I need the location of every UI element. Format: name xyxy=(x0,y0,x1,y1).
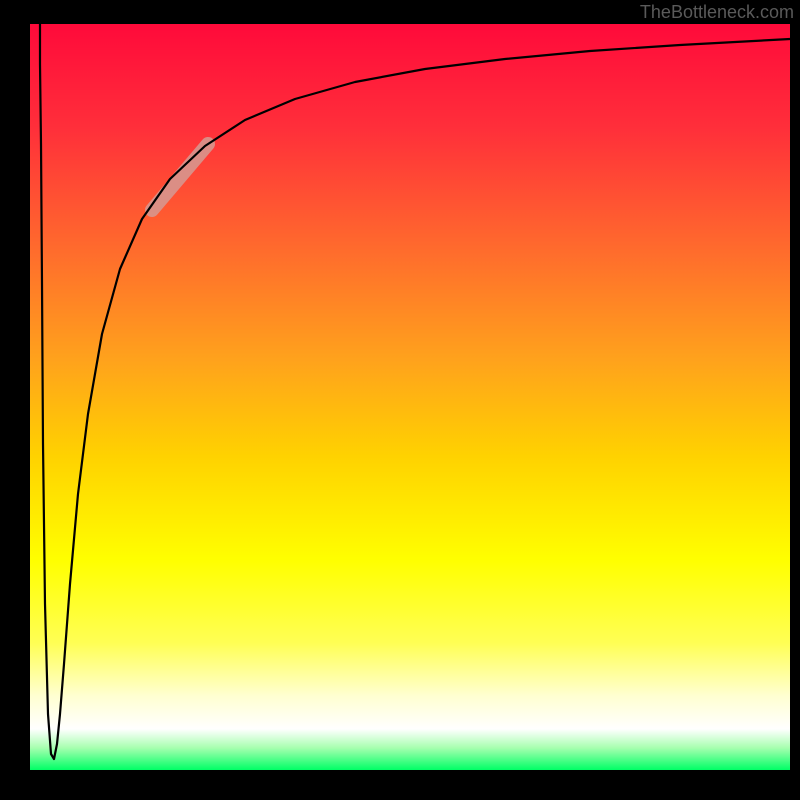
attribution-label: TheBottleneck.com xyxy=(640,2,794,23)
plot-area xyxy=(30,24,790,770)
y-axis xyxy=(0,0,30,800)
curve-layer xyxy=(30,24,790,770)
highlight-segment xyxy=(152,144,208,210)
x-axis xyxy=(0,770,800,800)
chart-stage: TheBottleneck.com xyxy=(0,0,800,800)
bottleneck-curve xyxy=(40,24,790,759)
